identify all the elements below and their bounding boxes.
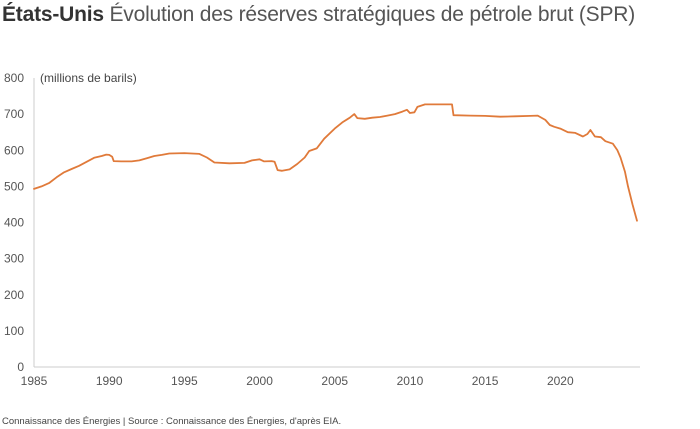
- title-text: Évolution des réserves stratégiques de p…: [109, 3, 636, 26]
- y-tick-label: 400: [4, 216, 24, 230]
- y-tick-label: 600: [4, 143, 24, 157]
- y-axis: 0 100 200 300 400 500 600 700 800: [4, 71, 35, 374]
- source-footer: Connaissance des Énergies | Source : Con…: [2, 416, 342, 427]
- y-tick-label: 500: [4, 179, 24, 193]
- title-country: États-Unis: [2, 3, 104, 26]
- x-tick-label: 2010: [397, 374, 424, 388]
- x-tick-labels: 1985 1990 1995 2000 2005 2010 2015 2020: [21, 374, 574, 388]
- x-tick-label: 1995: [171, 374, 198, 388]
- y-axis-unit-label: (millions de barils): [40, 71, 137, 85]
- spr-series-line: [33, 103, 638, 222]
- x-tick-label: 1985: [21, 374, 48, 388]
- y-tick-label: 700: [4, 107, 24, 121]
- chart-title: États-Unis Évolution des réserves straté…: [2, 2, 698, 28]
- y-tick-label: 300: [4, 252, 24, 266]
- y-tick-label: 100: [4, 324, 24, 338]
- x-tick-label: 2020: [547, 374, 574, 388]
- x-tick-label: 2000: [246, 374, 273, 388]
- y-tick-label: 200: [4, 288, 24, 302]
- x-tick-label: 1990: [96, 374, 123, 388]
- x-axis: 1985 1990 1995 2000 2005 2010 2015 2020: [21, 366, 640, 388]
- y-tick-label: 0: [17, 360, 24, 374]
- y-tick-label: 800: [4, 71, 24, 85]
- x-tick-label: 2005: [321, 374, 348, 388]
- x-tick-label: 2015: [472, 374, 499, 388]
- y-tick-labels: 0 100 200 300 400 500 600 700 800: [4, 71, 24, 374]
